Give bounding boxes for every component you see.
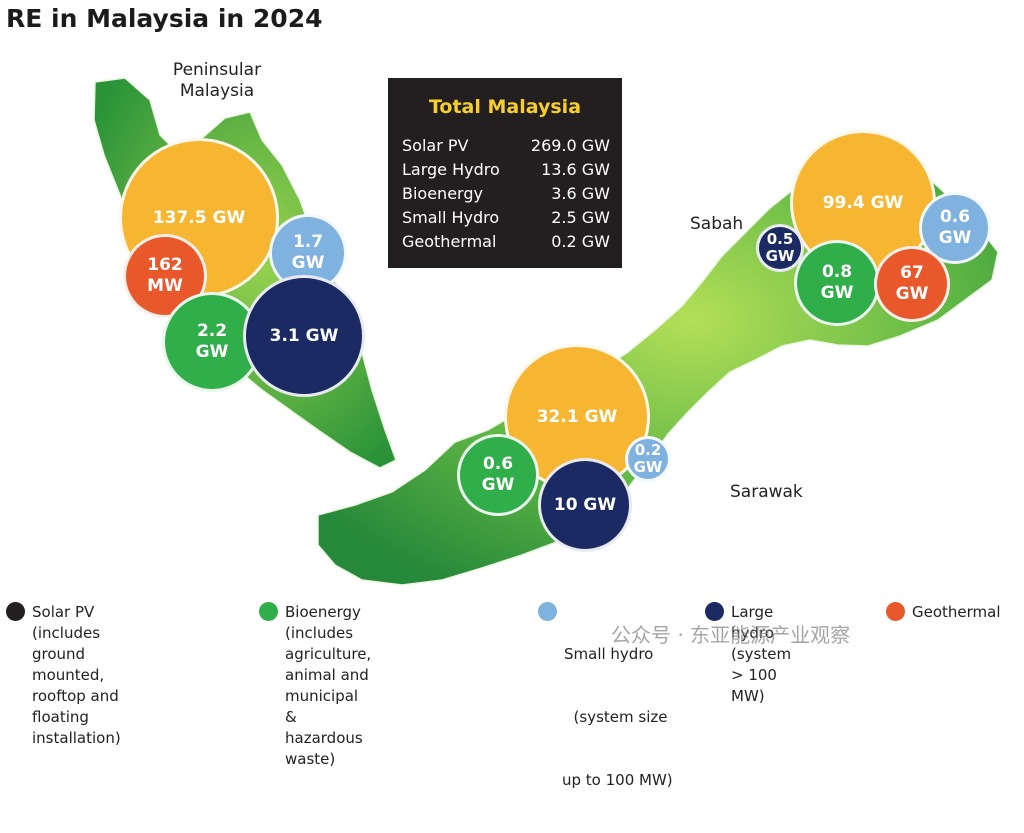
bubble-value: 0.6 bbox=[939, 207, 971, 227]
bubble-peninsular-large-hydro: 3.1 GW bbox=[243, 275, 365, 397]
bubble-sabah-large-hydro: 0.5 GW bbox=[756, 224, 804, 272]
total-row-label: Solar PV bbox=[402, 136, 469, 155]
legend-text-line: up to 100 MW) bbox=[562, 771, 673, 789]
total-row-value: 3.6 GW bbox=[551, 184, 610, 203]
total-row-label: Small Hydro bbox=[402, 208, 500, 227]
legend-dot-solar bbox=[6, 602, 25, 621]
bubble-value: 67 bbox=[900, 263, 924, 283]
bubble-value: 10 GW bbox=[553, 494, 617, 515]
region-label-peninsular-line1: Peninsular bbox=[172, 60, 262, 80]
legend-dot-geothermal bbox=[886, 602, 905, 621]
bubble-value: 1.7 bbox=[292, 232, 324, 252]
total-row: Geothermal 0.2 GW bbox=[402, 232, 610, 251]
bubble-value: 0.5 bbox=[766, 230, 794, 248]
bubble-value: 0.2 bbox=[634, 441, 662, 459]
legend-text-line: hazardous waste) bbox=[285, 729, 363, 768]
total-row-label: Geothermal bbox=[402, 232, 497, 251]
total-row-value: 269.0 GW bbox=[530, 136, 610, 155]
bubble-sabah-bioenergy: 0.8 GW bbox=[794, 240, 880, 326]
legend-text-line: mounted, rooftop and floating bbox=[32, 666, 119, 726]
total-row: Large Hydro 13.6 GW bbox=[402, 160, 610, 179]
bubble-unit: MW bbox=[147, 276, 183, 296]
total-malaysia-panel: Total Malaysia Solar PV 269.0 GW Large H… bbox=[388, 78, 622, 268]
watermark: 公众号 · 东亚能源产业观察 bbox=[611, 623, 851, 647]
bubble-unit: GW bbox=[633, 458, 663, 476]
bubble-unit: GW bbox=[481, 475, 515, 495]
page-title: RE in Malaysia in 2024 bbox=[6, 4, 323, 33]
legend-dot-small-hydro bbox=[538, 602, 557, 621]
region-label-peninsular-line2: Malaysia bbox=[179, 81, 255, 101]
bubble-unit: GW bbox=[765, 247, 795, 265]
region-label-sabah: Sabah bbox=[690, 214, 744, 234]
legend-text-line: (system size bbox=[564, 708, 668, 726]
legend-dot-large-hydro bbox=[705, 602, 724, 621]
bubble-value: 32.1 GW bbox=[536, 406, 618, 427]
bubble-unit: GW bbox=[820, 283, 854, 303]
total-row-value: 2.5 GW bbox=[551, 208, 610, 227]
bubble-value: 2.2 bbox=[196, 321, 228, 341]
legend-text-line: installation) bbox=[32, 729, 121, 747]
legend-text-line: animal and municipal & bbox=[285, 666, 369, 726]
legend-text-line: Bioenergy (includes agriculture, bbox=[285, 603, 372, 663]
bubble-unit: GW bbox=[938, 228, 972, 248]
total-row-value: 0.2 GW bbox=[551, 232, 610, 251]
legend-dot-bioenergy bbox=[259, 602, 278, 621]
bubble-unit: GW bbox=[895, 284, 929, 304]
region-label-peninsular: Peninsular Malaysia bbox=[168, 60, 266, 102]
bubble-sabah-geothermal: 67 GW bbox=[874, 246, 950, 322]
total-row-label: Bioenergy bbox=[402, 184, 483, 203]
bubble-value: 99.4 GW bbox=[822, 192, 904, 213]
legend-text-line: Solar PV (includes ground bbox=[32, 603, 101, 663]
bubble-unit: GW bbox=[291, 253, 325, 273]
bubble-sarawak-small-hydro: 0.2 GW bbox=[625, 436, 671, 482]
bubble-value: 0.8 bbox=[821, 262, 853, 282]
total-row-value: 13.6 GW bbox=[541, 160, 610, 179]
bubble-sarawak-bioenergy: 0.6 GW bbox=[457, 434, 539, 516]
total-row: Solar PV 269.0 GW bbox=[402, 136, 610, 155]
bubble-value: 137.5 GW bbox=[152, 207, 246, 228]
total-row: Small Hydro 2.5 GW bbox=[402, 208, 610, 227]
bubble-value: 162 bbox=[147, 255, 183, 275]
bubble-sarawak-large-hydro: 10 GW bbox=[538, 458, 632, 552]
bubble-unit: GW bbox=[195, 342, 229, 362]
legend-text-line: Large hydro bbox=[731, 603, 774, 642]
bubble-value: 0.6 bbox=[482, 454, 514, 474]
total-row-label: Large Hydro bbox=[402, 160, 500, 179]
total-row: Bioenergy 3.6 GW bbox=[402, 184, 610, 203]
legend-text-line: Geothermal bbox=[912, 603, 1001, 621]
region-label-sarawak: Sarawak bbox=[730, 482, 803, 502]
legend-text-line: Small hydro bbox=[564, 645, 654, 663]
total-malaysia-title: Total Malaysia bbox=[428, 96, 582, 118]
bubble-value: 3.1 GW bbox=[269, 325, 339, 346]
